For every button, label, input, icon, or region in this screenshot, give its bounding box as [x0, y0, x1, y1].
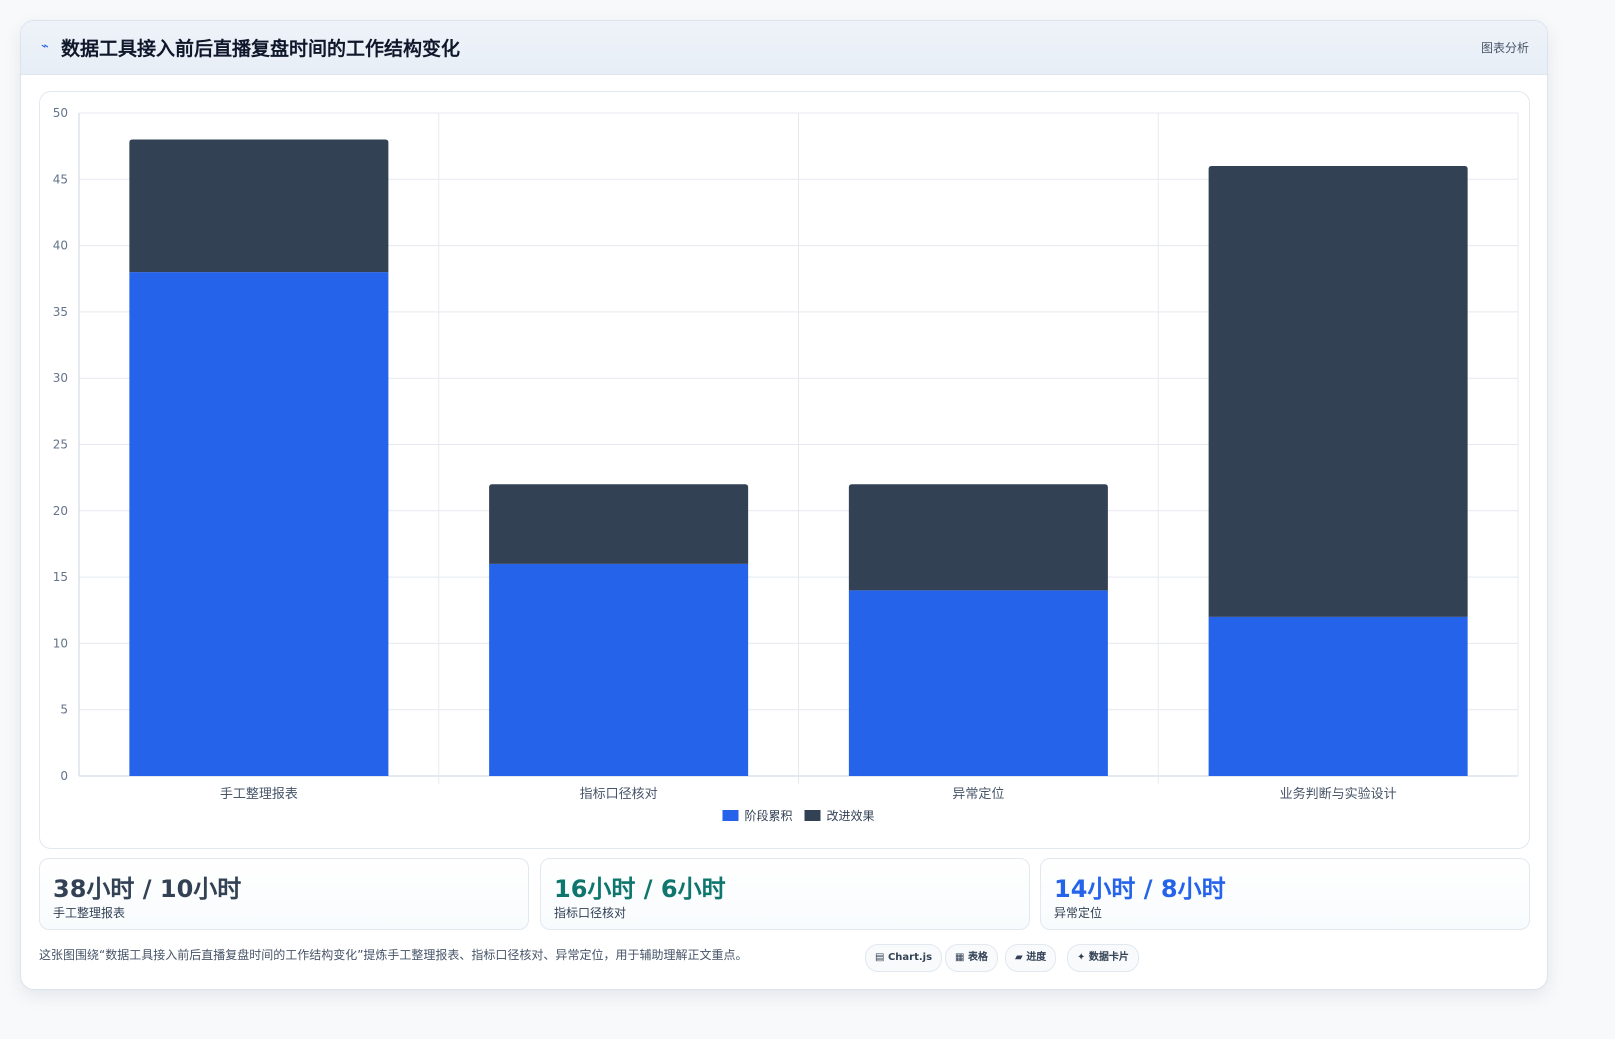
pill-label: 进度 [1026, 952, 1047, 963]
x-tick-label: 手工整理报表 [220, 787, 298, 802]
bar-segment-1 [1208, 616, 1468, 776]
card-header: ⌁ 数据工具接入前后直播复盘时间的工作结构变化 图表分析 [21, 21, 1547, 75]
bar-segment-1 [129, 272, 389, 776]
legend-label: 阶段累积 [745, 808, 793, 823]
pill-data-card[interactable]: ✦ 数据卡片 [1067, 944, 1139, 972]
pill-chartjs[interactable]: ▤ Chart.js [865, 944, 943, 972]
pill-label: 表格 [967, 952, 988, 963]
bar-segment-2 [129, 139, 389, 273]
chart-footnote: 这张图围绕“数据工具接入前后直播复盘时间的工作结构变化”提炼手工整理报表、指标口… [39, 948, 748, 962]
x-tick-label: 业务判断与实验设计 [1280, 786, 1397, 802]
pill-label: Chart.js [887, 952, 933, 963]
chart-tag: 图表分析 [1480, 41, 1529, 55]
chartjs-icon: ▤ [875, 952, 885, 963]
stat-card-2: 16小时 / 6小时 指标口径核对 [540, 858, 1030, 930]
bar-segment-1 [848, 590, 1108, 776]
y-tick-label: 20 [53, 504, 68, 518]
y-tick-label: 5 [60, 703, 68, 717]
chart-title: 数据工具接入前后直播复盘时间的工作结构变化 [61, 38, 461, 60]
stat-label: 手工整理报表 [53, 906, 126, 920]
stat-label: 指标口径核对 [554, 906, 627, 920]
y-tick-label: 10 [53, 636, 68, 650]
stat-card-1: 38小时 / 10小时 手工整理报表 [39, 858, 529, 930]
x-tick-label: 异常定位 [952, 787, 1004, 802]
stat-value: 16小时 / 6小时 [554, 875, 726, 903]
progress-icon: ▰ [1015, 952, 1023, 963]
x-tick-label: 指标口径核对 [580, 787, 658, 802]
pill-table[interactable]: ▦ 表格 [945, 944, 998, 972]
y-tick-label: 15 [53, 570, 68, 584]
y-tick-label: 45 [53, 172, 68, 186]
table-icon: ▦ [955, 952, 965, 963]
y-tick-label: 40 [53, 239, 68, 253]
bar-segment-2 [489, 484, 749, 564]
stat-value: 14小时 / 8小时 [1054, 875, 1226, 903]
chart-container: 0 5 10 15 20 25 30 35 40 45 50 手工整理报表 指标口径核对 异常定位 业务判断… [39, 91, 1530, 849]
y-tick-label: 25 [53, 438, 68, 452]
sparkle-icon: ✦ [1077, 952, 1086, 963]
pill-progress[interactable]: ▰ 进度 [1005, 944, 1057, 972]
y-tick-label: 0 [60, 769, 68, 783]
y-tick-label: 30 [53, 371, 68, 385]
legend-swatch [722, 810, 739, 821]
legend-swatch [804, 810, 821, 821]
y-tick-label: 50 [53, 106, 68, 120]
chart-card: ⌁ 数据工具接入前后直播复盘时间的工作结构变化 图表分析 0 5 10 15 20 25 3… [20, 20, 1548, 990]
chart-line-icon: ⌁ [41, 39, 49, 54]
pill-label: 数据卡片 [1088, 952, 1129, 963]
legend-label: 改进效果 [827, 808, 875, 823]
stat-card-3: 14小时 / 8小时 异常定位 [1040, 858, 1530, 930]
bar-segment-1 [489, 563, 749, 776]
stacked-bar-chart: 0 5 10 15 20 25 30 35 40 45 50 手工整理报表 指标口径核对 异常定位 业务判断… [53, 106, 1519, 823]
stat-label: 异常定位 [1054, 906, 1103, 920]
y-tick-label: 35 [53, 305, 68, 319]
stat-value: 38小时 / 10小时 [53, 875, 242, 903]
bar-segment-2 [848, 484, 1108, 591]
bar-segment-2 [1208, 166, 1468, 617]
